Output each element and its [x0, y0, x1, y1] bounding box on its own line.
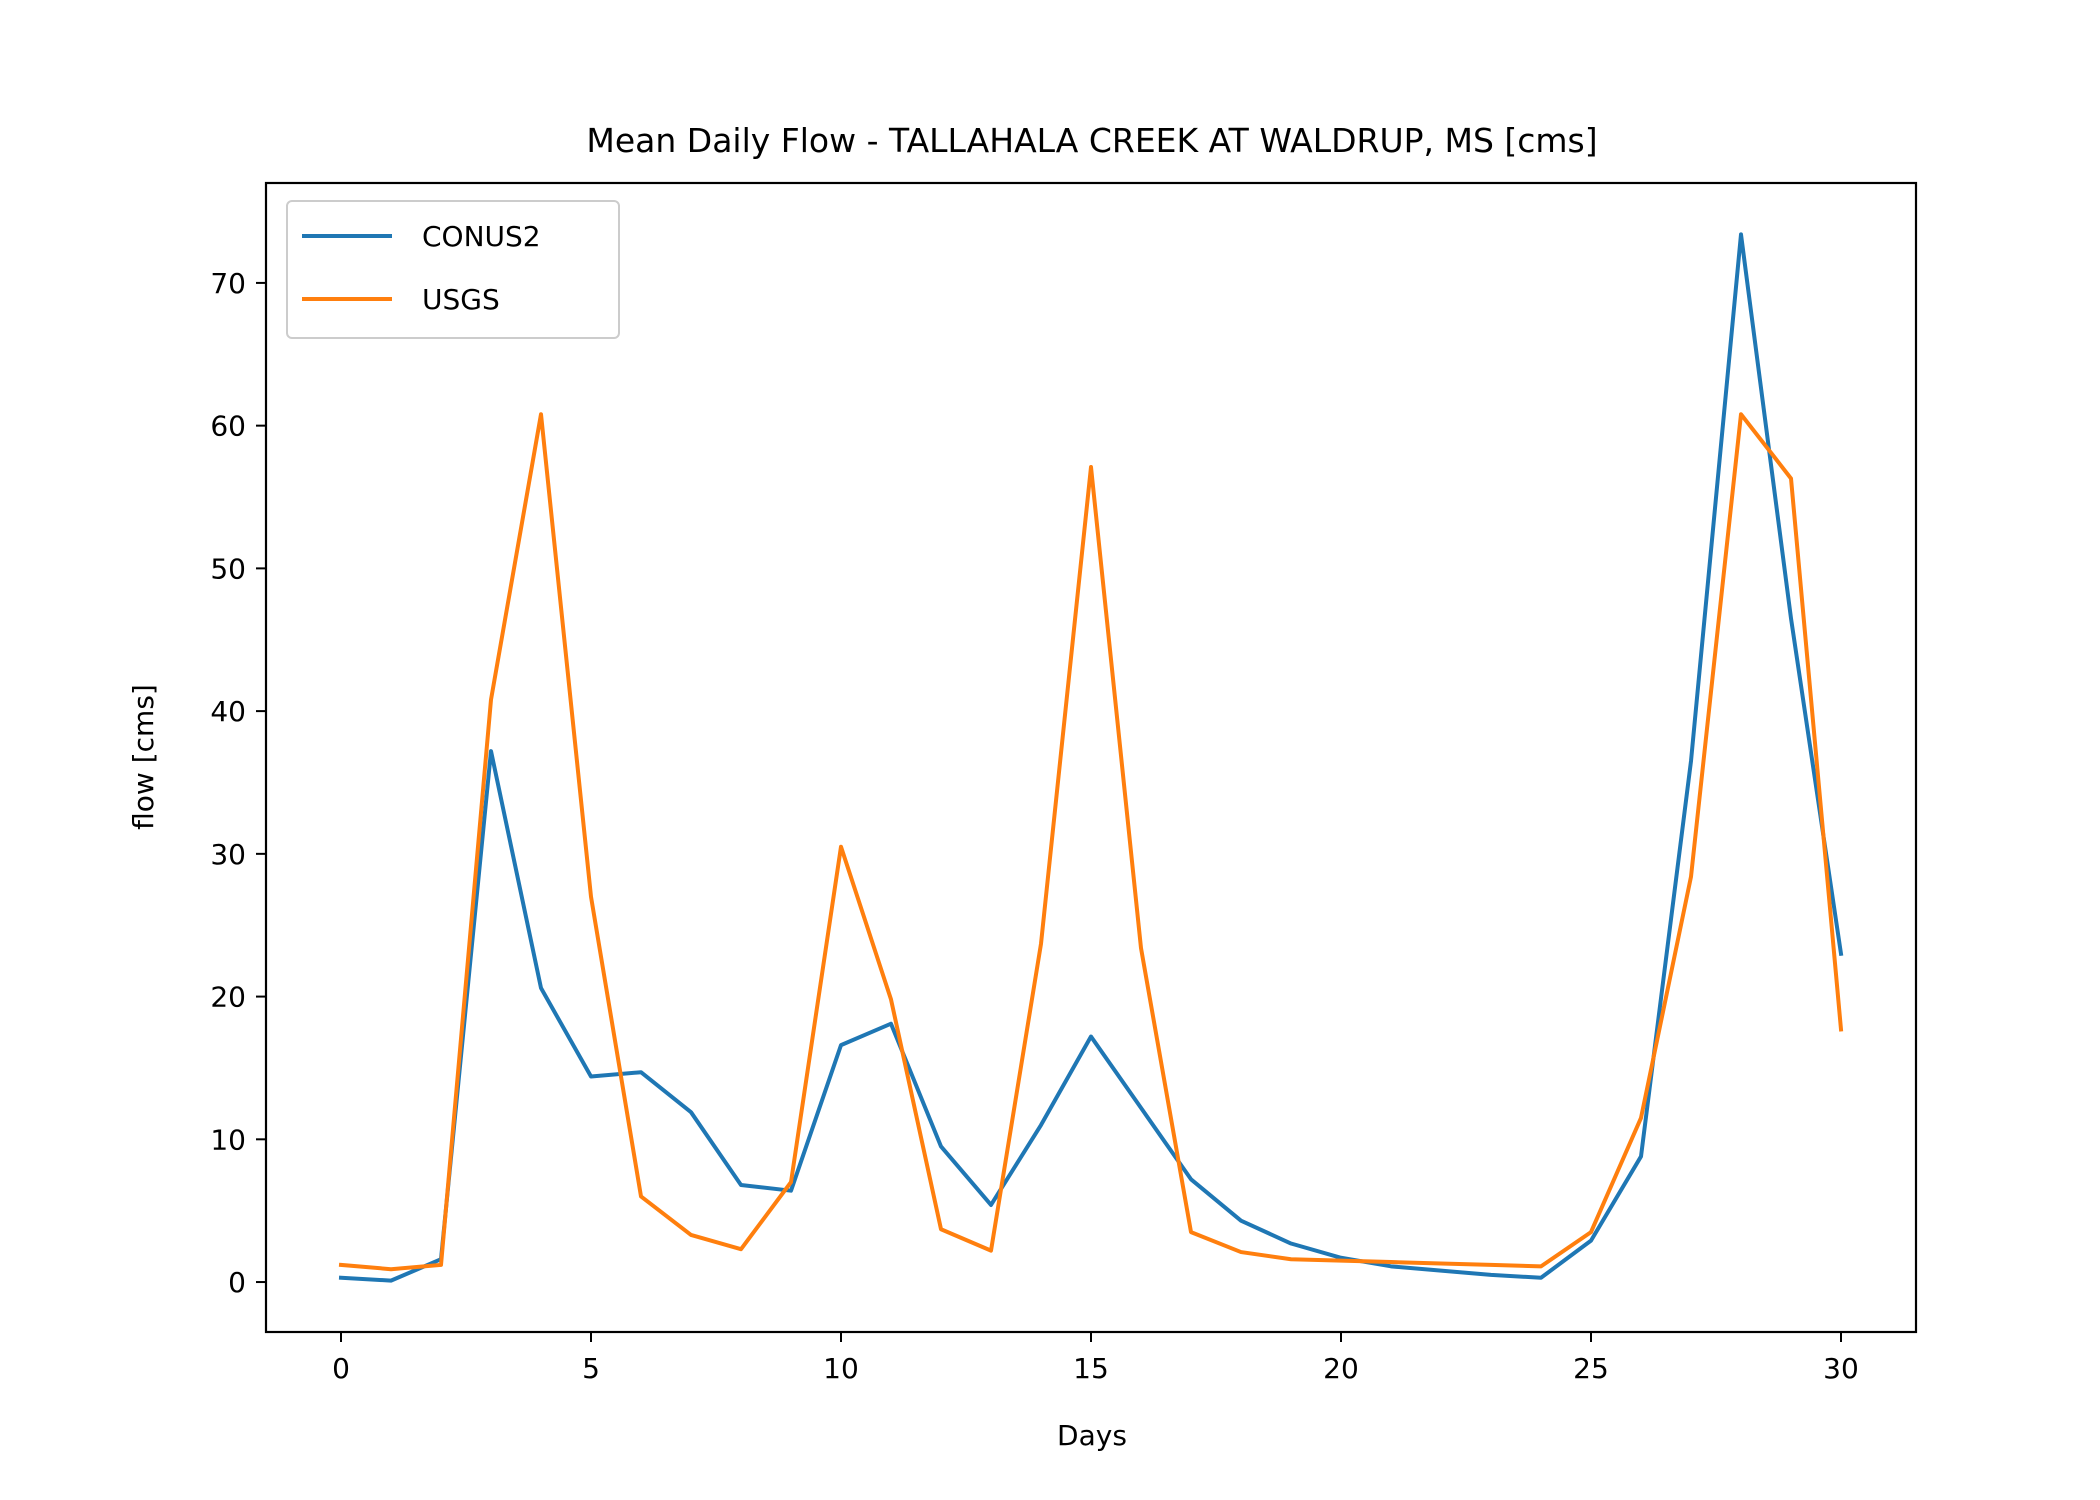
y-tick-label: 20: [210, 981, 246, 1014]
y-axis-label: flow [cms]: [127, 684, 160, 830]
y-axis: 0 10 20 30 40 50 60 70: [210, 267, 266, 1299]
series-layer: [338, 232, 1844, 1283]
x-tick-label: 15: [1073, 1352, 1109, 1385]
series-line-conus2: [338, 232, 1844, 1283]
x-axis: 0 5 10 15 20 25 30: [332, 1332, 1859, 1385]
x-tick-label: 0: [332, 1352, 350, 1385]
legend-label-conus2: CONUS2: [422, 220, 541, 253]
legend-label-usgs: USGS: [422, 283, 500, 316]
y-tick-label: 10: [210, 1123, 246, 1156]
y-tick-label: 60: [210, 410, 246, 443]
y-tick-label: 50: [210, 552, 246, 585]
chart-title: Mean Daily Flow - TALLAHALA CREEK AT WAL…: [586, 121, 1597, 160]
x-tick-label: 5: [582, 1352, 600, 1385]
x-tick-label: 30: [1823, 1352, 1859, 1385]
y-tick-label: 40: [210, 695, 246, 728]
series-line-usgs: [338, 412, 1844, 1272]
y-tick-label: 0: [228, 1266, 246, 1299]
x-tick-label: 20: [1323, 1352, 1359, 1385]
x-tick-label: 10: [823, 1352, 859, 1385]
y-tick-label: 70: [210, 267, 246, 300]
x-tick-label: 25: [1573, 1352, 1609, 1385]
y-tick-label: 30: [210, 838, 246, 871]
legend: CONUS2 USGS: [286, 200, 620, 339]
x-axis-label: Days: [1057, 1419, 1127, 1452]
